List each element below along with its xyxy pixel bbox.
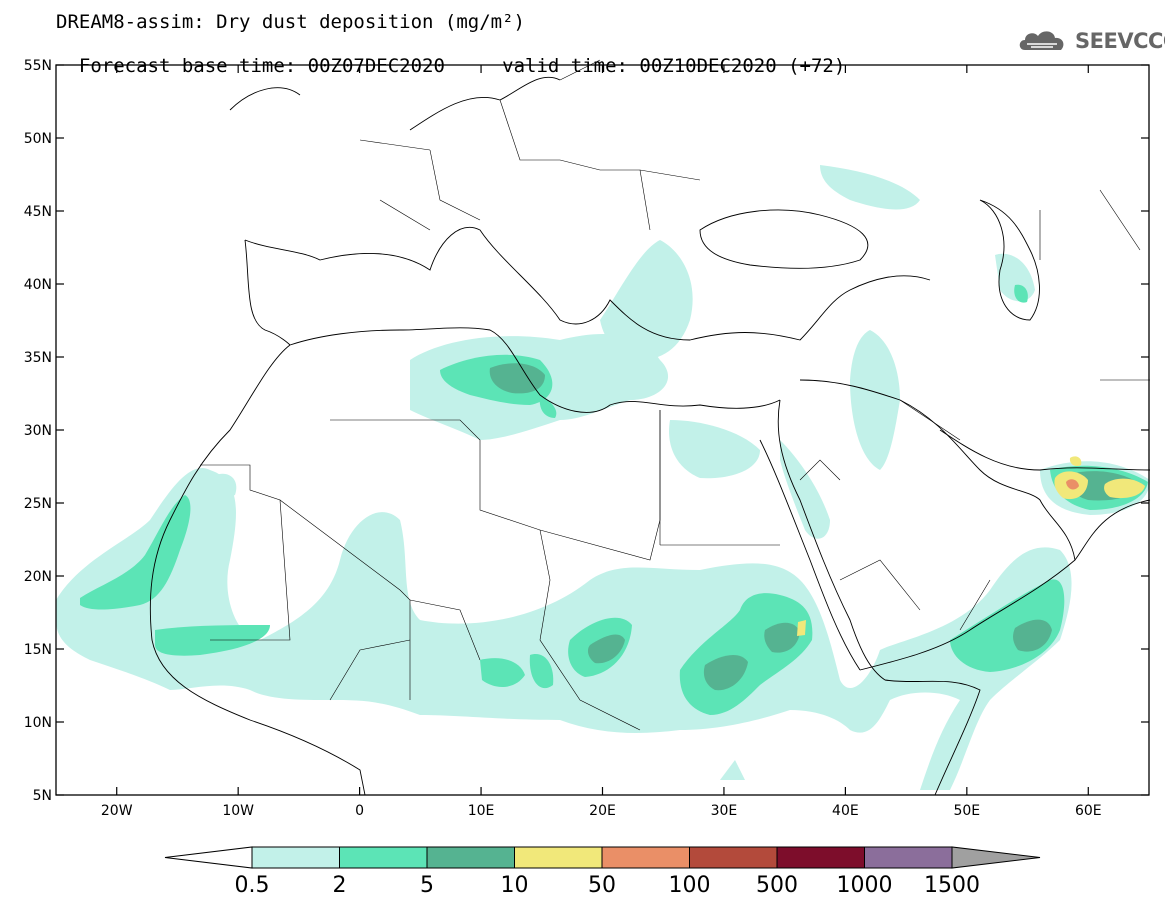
colorbar-label: 500: [756, 873, 798, 898]
lat-tick-label: 40N: [24, 277, 52, 293]
lat-tick-label: 45N: [24, 204, 52, 220]
dust-shading: [56, 165, 1150, 790]
lon-tick-label: 40E: [832, 803, 859, 819]
lat-tick-label: 10N: [24, 715, 52, 731]
colorbar-bin: [426, 846, 515, 869]
longitude-axis: 20W 10W 0 10E 20E 30E 40E 50E 60E: [101, 65, 1102, 819]
lat-tick-label: 25N: [24, 496, 52, 512]
colorbar-label: 10: [501, 873, 529, 898]
lat-tick-label: 30N: [24, 423, 52, 439]
colorbar-label: 1000: [837, 873, 893, 898]
lon-tick-label: 30E: [711, 803, 738, 819]
colorbar-bin: [514, 846, 603, 869]
logo-text: SEEVCCC: [1075, 29, 1165, 53]
colorbar-bin: [689, 846, 778, 869]
colorbar-label: 5: [420, 873, 434, 898]
forecast-base-time: Forecast base time: 00Z07DEC2020: [78, 55, 445, 77]
colorbar-label: 100: [669, 873, 711, 898]
latitude-axis: 55N 50N 45N 40N 35N 30N 25N 20N 15N 10N 5N: [24, 58, 1149, 804]
lon-tick-label: 10E: [468, 803, 495, 819]
lon-tick-label: 50E: [953, 803, 980, 819]
colorbar-label: 2: [333, 873, 347, 898]
colorbar-over-arrow: [951, 846, 1041, 869]
colorbar-label: 50: [588, 873, 616, 898]
lon-tick-label: 10W: [222, 803, 254, 819]
colorbar-under-arrow: [164, 846, 253, 869]
map-title: DREAM8-assim: Dry dust deposition (mg/m²…: [56, 11, 525, 33]
coastlines: [149, 76, 1151, 796]
lat-tick-label: 55N: [24, 58, 52, 74]
colorbar-label: 0.5: [235, 873, 270, 898]
lon-tick-label: 20W: [101, 803, 133, 819]
colorbar-bin: [251, 846, 340, 869]
country-borders: [200, 59, 1150, 731]
cloud-logo-icon: [1019, 31, 1064, 50]
map-subtitle: Forecast base time: 00Z07DEC2020 valid t…: [56, 36, 845, 76]
lat-tick-label: 20N: [24, 569, 52, 585]
colorbar-bin: [776, 846, 865, 869]
colorbar: 0.5 2 5 10 50 100 500 1000 1500: [164, 846, 1041, 898]
colorbar-label: 1500: [924, 873, 980, 898]
lon-tick-label: 20E: [589, 803, 616, 819]
colorbar-bin: [864, 846, 953, 869]
lat-tick-label: 35N: [24, 350, 52, 366]
lon-tick-label: 0: [355, 803, 364, 819]
colorbar-bin: [601, 846, 690, 869]
lat-tick-label: 50N: [24, 131, 52, 147]
lat-tick-label: 5N: [33, 788, 52, 804]
colorbar-bin: [339, 846, 428, 869]
valid-time: valid time: 00Z10DEC2020 (+72): [502, 55, 846, 77]
lon-tick-label: 60E: [1075, 803, 1102, 819]
seevccc-logo: SEEVCCC: [1017, 26, 1165, 56]
lat-tick-label: 15N: [24, 642, 52, 658]
